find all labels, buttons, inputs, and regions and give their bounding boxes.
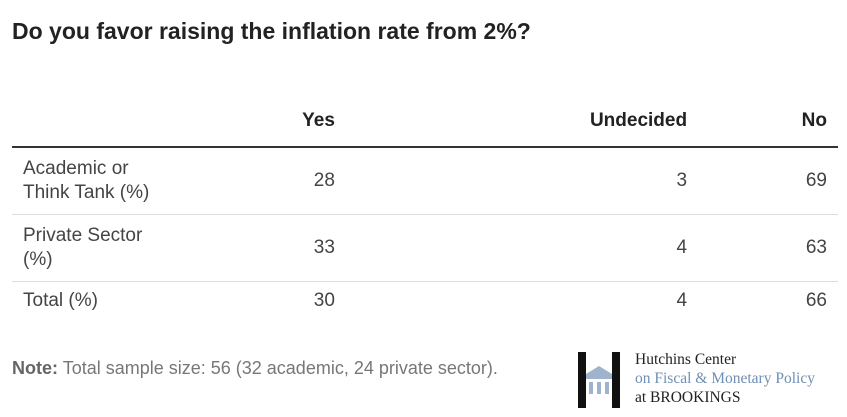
cell: 4 xyxy=(345,214,699,282)
cell: 63 xyxy=(698,214,838,282)
note-text: Total sample size: 56 (32 academic, 24 p… xyxy=(62,358,498,378)
row-label: Total (%) xyxy=(23,290,98,311)
cell: 66 xyxy=(805,290,827,311)
header-cell xyxy=(12,100,184,148)
table-row: Academic or Think Tank (%) 28 3 69 xyxy=(12,147,838,215)
note-label: Note: xyxy=(12,358,58,378)
cell: 69 xyxy=(698,147,838,215)
header-cell: Yes xyxy=(184,100,346,148)
logo-line: on Fiscal & Monetary Policy xyxy=(635,370,815,387)
cell: 3 xyxy=(345,147,699,215)
logo-icon xyxy=(578,352,620,408)
header-row: Yes Undecided No xyxy=(12,100,838,148)
logo-line: at BROOKINGS xyxy=(635,389,741,406)
cell: 30 xyxy=(313,290,335,311)
cell: 33 xyxy=(184,214,346,282)
table-body: Academic or Think Tank (%) 28 3 69 Private S… xyxy=(12,147,838,320)
table-row: Private Sector (%) 33 4 63 xyxy=(12,214,838,282)
header-cell: Undecided xyxy=(345,100,699,148)
logo-text: Hutchins Center on Fiscal & Monetary Pol… xyxy=(635,350,815,407)
table: Yes Undecided No Academic or Think Tank (%… xyxy=(12,100,838,320)
table-row: Total (%) 30 4 66 xyxy=(12,282,838,321)
row-label: Private Sector (%) xyxy=(12,214,184,282)
row-label: Academic or Think Tank (%) xyxy=(12,147,184,215)
header-cell: No xyxy=(698,100,838,148)
logo: Hutchins Center on Fiscal & Monetary Pol… xyxy=(575,350,845,410)
cell: 28 xyxy=(184,147,346,215)
title: Do you favor raising the inflation rate … xyxy=(12,18,531,44)
note: Note: Total sample size: 56 (32 academic… xyxy=(12,354,532,382)
cell: 4 xyxy=(676,290,688,311)
logo-line: Hutchins Center xyxy=(635,351,737,368)
